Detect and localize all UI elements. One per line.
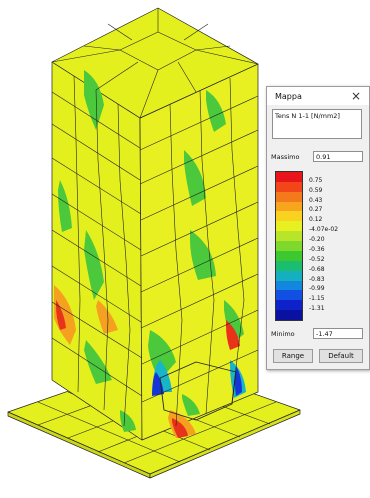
- column-opening: [159, 361, 237, 421]
- color-scale-swatch: [276, 181, 302, 193]
- color-scale-tick-label: 0.12: [309, 216, 323, 224]
- color-scale-swatch: [276, 191, 302, 203]
- max-label: Massimo: [271, 153, 300, 161]
- color-scale-swatch: [276, 211, 302, 222]
- color-scale-tick-label: 0.59: [309, 186, 323, 194]
- fem-mesh-model: [7, 7, 301, 479]
- color-scale-tick-label: -0.20: [309, 236, 325, 244]
- color-scale-swatch: [276, 172, 302, 183]
- color-scale-swatch: [276, 290, 302, 301]
- panel-title: Mappa: [275, 92, 302, 101]
- color-scale-tick-label: -1.31: [309, 305, 325, 313]
- color-scale-swatch: [276, 270, 302, 282]
- color-scale-tick-label: 0.27: [309, 206, 323, 214]
- color-scale: [275, 171, 303, 321]
- color-map-panel: Mappa × Tens N 1-1 [N/mm2] Massimo 0.91 …: [266, 86, 370, 370]
- color-scale-swatch: [276, 231, 302, 242]
- quantity-field[interactable]: Tens N 1-1 [N/mm2]: [272, 109, 362, 139]
- color-scale-swatch: [276, 241, 302, 252]
- color-scale-tick-label: -0.83: [309, 275, 325, 283]
- color-scale-swatch: [276, 280, 302, 291]
- max-value: 0.91: [316, 153, 331, 161]
- color-scale-tick-label: -0.68: [309, 265, 325, 273]
- color-scale-swatch: [276, 310, 302, 321]
- color-scale-tick-label: 0.75: [309, 176, 323, 184]
- min-value-input[interactable]: -1.47: [313, 328, 363, 339]
- color-scale-swatch: [276, 300, 302, 311]
- color-scale-swatch: [276, 250, 302, 262]
- color-scale-swatch: [276, 201, 302, 212]
- color-scale-tick-label: -0.52: [309, 255, 325, 263]
- min-value: -1.47: [316, 330, 333, 338]
- color-scale-tick-label: -1.15: [309, 295, 325, 303]
- range-button[interactable]: Range: [273, 349, 313, 363]
- min-label: Minimo: [271, 330, 295, 338]
- panel-titlebar[interactable]: Mappa ×: [267, 87, 369, 105]
- color-scale-tick-label: 0.43: [309, 196, 323, 204]
- quantity-label: Tens N 1-1 [N/mm2]: [275, 112, 340, 120]
- color-scale-tick-label: -0.99: [309, 285, 325, 293]
- color-scale-swatch: [276, 260, 302, 272]
- close-icon[interactable]: ×: [350, 89, 361, 103]
- color-scale-tick-label: -4.07e-02: [309, 226, 339, 234]
- color-scale-swatch: [276, 221, 302, 232]
- color-scale-tick-label: -0.36: [309, 245, 325, 253]
- max-value-input[interactable]: 0.91: [313, 151, 363, 162]
- default-button[interactable]: Default: [319, 349, 363, 363]
